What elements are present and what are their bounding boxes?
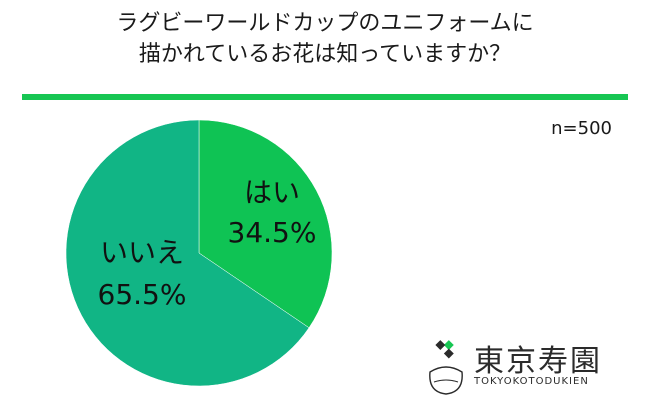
logo-name: 東京寿園	[474, 344, 602, 379]
teapot-logo-icon	[429, 340, 463, 395]
title-divider	[22, 94, 628, 100]
pie-slice-0	[198, 119, 333, 329]
title-line-2: 描かれているお花は知っていますか？	[138, 42, 512, 67]
pie-slice-1	[65, 119, 310, 387]
logo-subtitle: TOKYOKOTODUKIEN	[474, 376, 589, 387]
chart-title: ラグビーワールドカップのユニフォームに 描かれているお花は知っていますか？	[0, 8, 650, 70]
slice-label-1: いいえ	[100, 236, 184, 269]
title-line-1: ラグビーワールドカップのユニフォームに	[116, 11, 534, 36]
sample-size-label: n=500	[551, 118, 612, 139]
slice-label-0: はい	[244, 176, 300, 209]
company-logo: 東京寿園 TOKYOKOTODUKIEN	[424, 336, 634, 400]
slice-value-1: 65.5%	[98, 278, 187, 311]
slice-value-0: 34.5%	[228, 216, 317, 249]
